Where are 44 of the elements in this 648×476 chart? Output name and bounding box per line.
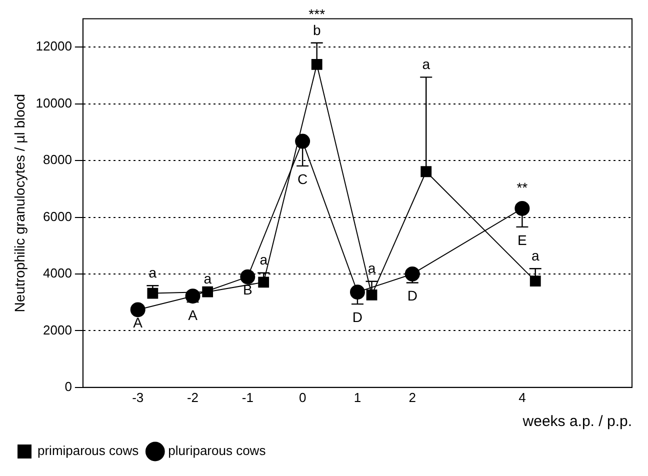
y-tick-label: 8000	[43, 152, 72, 168]
point	[366, 290, 378, 300]
y-tick-label: 12000	[36, 38, 72, 54]
x-tick-label: -2	[186, 390, 199, 405]
point	[130, 302, 146, 318]
y-tick-label: 6000	[43, 208, 72, 224]
point	[514, 200, 530, 216]
point	[258, 276, 270, 288]
x-axis-title: weeks a.p. / p.p.	[522, 413, 632, 430]
x-tick-label: 2	[408, 390, 416, 405]
annotation: a	[422, 56, 430, 72]
annotation: a	[260, 252, 268, 268]
annotation: A	[188, 306, 198, 323]
x-tick-label: 1	[354, 390, 362, 405]
point	[420, 166, 432, 178]
annotation: C	[298, 170, 308, 187]
y-axis-title: Neutrophilic granulocytes / µl blood	[11, 94, 28, 312]
point	[530, 276, 541, 287]
annotation: D	[352, 308, 363, 325]
point	[311, 59, 322, 70]
legend-label: pluriparous cows	[168, 443, 266, 458]
point	[404, 266, 420, 282]
point	[202, 286, 214, 298]
x-tick-label: -1	[242, 390, 254, 405]
y-tick-label: 2000	[43, 322, 72, 338]
legend-label: primiparous cows	[38, 443, 140, 458]
x-tick-label: 4	[518, 390, 526, 405]
annotation: D	[407, 288, 418, 304]
annotation: ***	[308, 6, 326, 22]
y-tick-label: 4000	[43, 266, 72, 281]
annotation: **	[516, 179, 528, 196]
point	[350, 284, 365, 300]
annotation: a	[531, 247, 540, 264]
annotation: a	[368, 260, 376, 276]
annotation: E	[518, 232, 527, 248]
x-tick-label: 0	[298, 390, 306, 405]
point	[147, 288, 158, 299]
annotation: a	[204, 270, 212, 287]
annotation: A	[133, 314, 144, 331]
y-tick-label: 0	[64, 378, 72, 394]
annotation: b	[312, 22, 321, 38]
y-tick-label: 10000	[36, 95, 72, 110]
point	[240, 269, 256, 284]
x-tick-label: -3	[132, 390, 144, 405]
